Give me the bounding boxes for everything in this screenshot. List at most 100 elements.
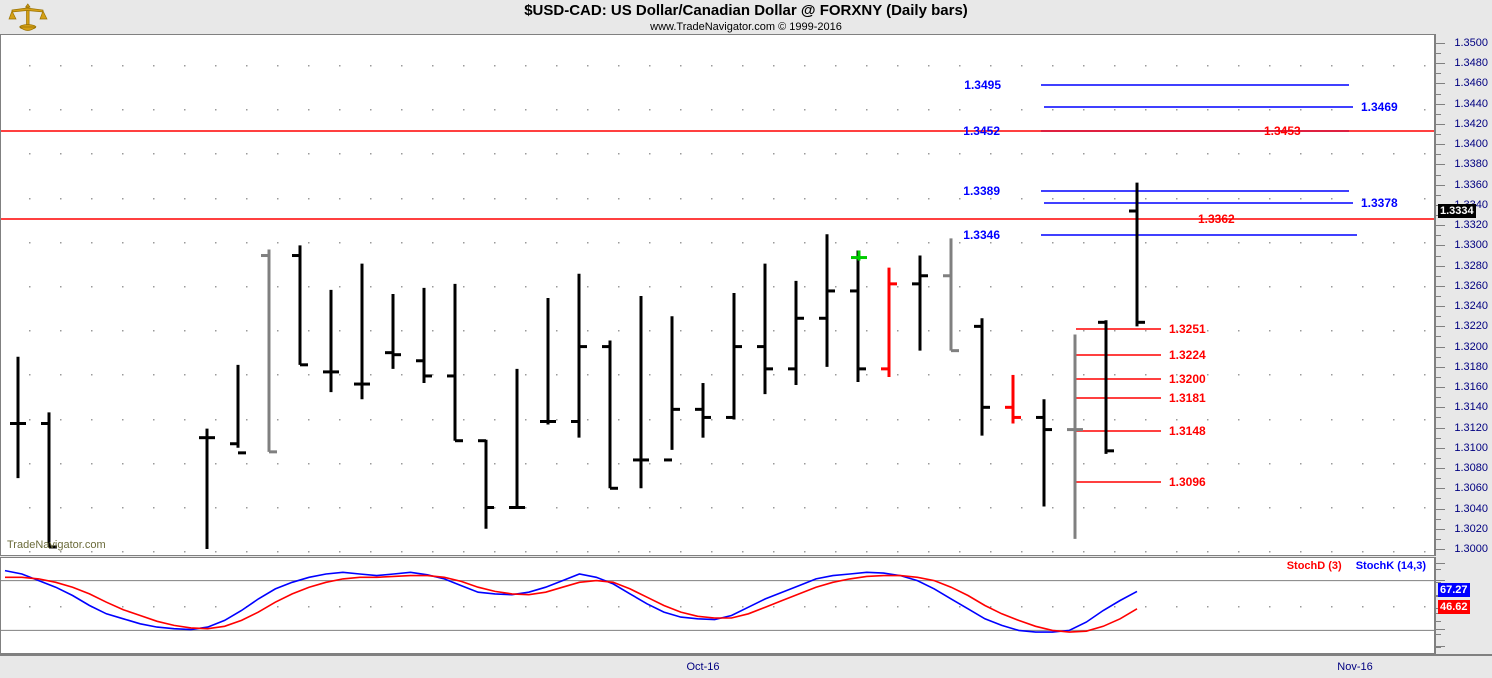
price-axis-label: 1.3380: [1454, 158, 1488, 171]
price-level-label: 1.3362: [1198, 212, 1235, 226]
price-axis-tick: [1436, 468, 1445, 470]
price-axis-label: 1.3300: [1454, 239, 1488, 252]
price-chart-canvas: [1, 65, 1434, 553]
price-axis-minor-tick: [1436, 174, 1441, 176]
price-axis-minor-tick: [1436, 275, 1441, 277]
price-axis-minor-tick: [1436, 194, 1441, 196]
indicator-axis-tick: [1436, 646, 1445, 647]
stochastic-indicator-panel[interactable]: StochD (3) StochK (14,3): [0, 557, 1434, 654]
price-axis-tick: [1436, 488, 1445, 490]
price-axis-minor-tick: [1436, 397, 1441, 399]
price-axis-tick: [1436, 549, 1445, 550]
price-axis-minor-tick: [1436, 498, 1441, 500]
price-axis-label: 1.3180: [1454, 360, 1488, 373]
price-axis-minor-tick: [1436, 295, 1441, 297]
price-axis-minor-tick: [1436, 154, 1441, 156]
indicator-axis-minor-tick: [1436, 621, 1441, 622]
price-axis-minor-tick: [1436, 336, 1441, 338]
price-level-label: 1.3453: [1264, 124, 1301, 138]
ohlc-bars: [10, 182, 1145, 549]
price-axis-minor-tick: [1436, 93, 1441, 95]
price-level-label: 1.3096: [1169, 475, 1206, 489]
price-axis-label: 1.3140: [1454, 401, 1488, 414]
price-axis-tick: [1436, 144, 1445, 146]
price-axis-tick: [1436, 83, 1445, 85]
price-level-label: 1.3495: [964, 78, 1001, 92]
stochd-value-marker: 46.62: [1438, 600, 1470, 615]
price-level-lines: [1, 84, 1434, 483]
price-axis-label: 1.3480: [1454, 57, 1488, 70]
price-level-label: 1.3346: [963, 228, 1000, 242]
price-axis-label: 1.3400: [1454, 138, 1488, 151]
price-axis-label: 1.3020: [1454, 522, 1488, 535]
price-axis-minor-tick: [1436, 73, 1441, 75]
price-axis-tick: [1436, 447, 1445, 449]
watermark: TradeNavigator.com: [7, 539, 106, 551]
price-chart-panel[interactable]: 1.3495 1.3469 1.3452 1.3453 1.3389 1.3378 1.33…: [0, 34, 1434, 556]
price-level-label: 1.3389: [963, 184, 1000, 198]
price-axis-label: 1.3060: [1454, 482, 1488, 495]
price-level-label: 1.3452: [963, 124, 1000, 138]
price-axis-minor-tick: [1436, 316, 1441, 318]
price-axis-minor-tick: [1436, 538, 1441, 540]
price-axis-label: 1.3360: [1454, 178, 1488, 191]
indicator-line: [4, 569, 1138, 633]
price-axis-label: 1.3040: [1454, 502, 1488, 515]
price-axis-label: 1.3440: [1454, 97, 1488, 110]
price-axis-minor-tick: [1436, 356, 1441, 358]
price-axis-label: 1.3460: [1454, 77, 1488, 90]
price-level-label: 1.3251: [1169, 322, 1206, 336]
price-axis-tick: [1436, 43, 1445, 44]
price-level-label: 1.3181: [1169, 391, 1206, 405]
price-axis-minor-tick: [1436, 255, 1441, 257]
price-level-label: 1.3469: [1361, 100, 1398, 114]
price-axis-tick: [1436, 164, 1445, 166]
price-axis-tick: [1436, 225, 1445, 227]
price-axis-minor-tick: [1436, 53, 1441, 55]
date-axis-label: Oct-16: [686, 661, 720, 673]
price-axis-tick: [1436, 346, 1445, 348]
price-axis-label: 1.3000: [1454, 543, 1488, 555]
date-axis-label: Nov-16: [1337, 661, 1373, 673]
price-axis-minor-tick: [1436, 478, 1441, 480]
indicator-axis-minor-tick: [1436, 569, 1441, 570]
price-axis-tick: [1436, 103, 1445, 105]
price-axis-label: 1.3120: [1454, 421, 1488, 434]
date-axis[interactable]: Oct-16 Nov-16: [0, 654, 1492, 678]
indicator-legend: StochD (3) StochK (14,3): [1287, 560, 1426, 572]
price-axis-minor-tick: [1436, 518, 1441, 520]
price-axis-tick: [1436, 265, 1445, 267]
indicator-line: [5, 574, 1138, 633]
price-axis-tick: [1436, 387, 1445, 389]
price-axis-label: 1.3220: [1454, 320, 1488, 333]
price-axis-minor-tick: [1436, 437, 1441, 439]
price-axis-label: 1.3240: [1454, 300, 1488, 313]
indicator-axis-tick: [1436, 563, 1445, 564]
price-axis-label: 1.3420: [1454, 117, 1488, 130]
price-axis-label: 1.3320: [1454, 219, 1488, 232]
stochastic-canvas: [1, 569, 1434, 633]
indicator-axis[interactable]: 67.27 46.62: [1434, 557, 1492, 654]
price-axis-tick: [1436, 508, 1445, 510]
indicator-axis-tick: [1436, 629, 1445, 631]
chart-header: $USD-CAD: US Dollar/Canadian Dollar @ FO…: [0, 0, 1492, 34]
price-axis-tick: [1436, 407, 1445, 409]
price-axis-tick: [1436, 285, 1445, 287]
price-axis-minor-tick: [1436, 235, 1441, 237]
price-axis-tick: [1436, 123, 1445, 125]
stochk-value-marker: 67.27: [1438, 583, 1470, 598]
page-title: $USD-CAD: US Dollar/Canadian Dollar @ FO…: [524, 2, 968, 19]
price-axis-tick: [1436, 306, 1445, 308]
price-axis-tick: [1436, 184, 1445, 186]
price-axis-minor-tick: [1436, 376, 1441, 378]
price-axis-minor-tick: [1436, 134, 1441, 136]
price-axis-tick: [1436, 366, 1445, 368]
legend-stochk: StochK (14,3): [1355, 560, 1426, 572]
price-axis-label: 1.3500: [1454, 37, 1488, 49]
price-axis[interactable]: 1.3500 1.3480 1.3460 1.3440 1.3420 1.3400 1.33…: [1434, 34, 1492, 561]
indicator-axis-minor-tick: [1436, 634, 1441, 635]
price-axis-label: 1.3280: [1454, 259, 1488, 272]
legend-stochd: StochD (3): [1286, 560, 1342, 572]
price-level-label: 1.3148: [1169, 424, 1206, 438]
